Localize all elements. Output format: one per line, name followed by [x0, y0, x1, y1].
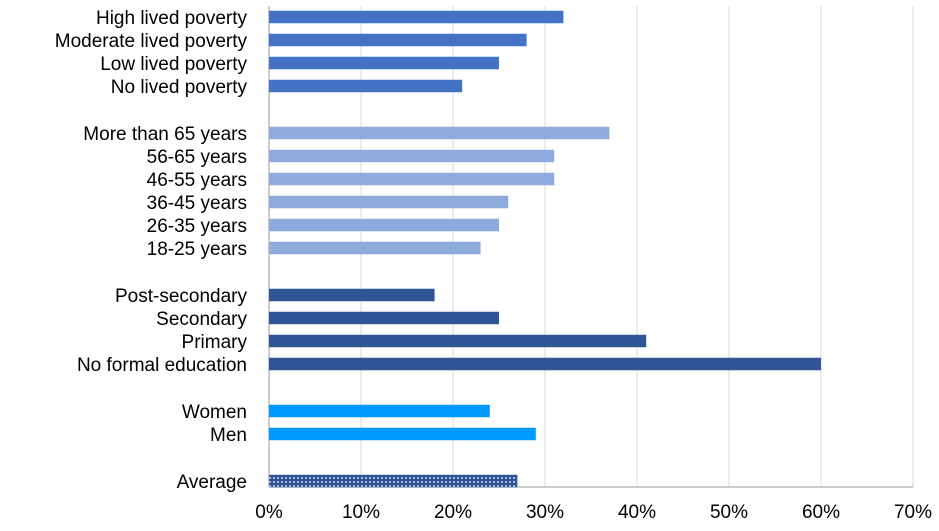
bar-post-secondary — [269, 288, 435, 302]
bar-low-lived-poverty — [269, 56, 499, 70]
x-axis-ticks: 0% 10% 20% 30% 40% 50% 60% 70% — [255, 502, 932, 523]
x-tick-label: 60% — [802, 502, 840, 523]
category-label-moderate-lived-poverty: Moderate lived poverty — [55, 31, 248, 52]
category-label-men: Men — [210, 425, 247, 446]
category-label-no-lived-poverty: No lived poverty — [111, 77, 248, 98]
category-label-18-25-years: 18-25 years — [147, 239, 247, 260]
bar-26-35-years — [269, 218, 499, 232]
category-label-high-lived-poverty: High lived poverty — [96, 8, 248, 29]
bar-no-formal-education — [269, 357, 821, 371]
x-tick-label: 70% — [894, 502, 932, 523]
category-label-women: Women — [182, 402, 247, 423]
x-tick-label: 10% — [342, 502, 380, 523]
category-label-56-65-years: 56-65 years — [147, 147, 247, 168]
category-label-no-formal-education: No formal education — [77, 355, 247, 376]
bar-high-lived-poverty — [269, 10, 564, 24]
bar-18-25-years — [269, 241, 481, 255]
bar-no-lived-poverty — [269, 79, 463, 93]
category-label-average: Average — [177, 472, 247, 493]
x-tick-label: 50% — [710, 502, 748, 523]
x-tick-label: 40% — [618, 502, 656, 523]
bars — [269, 10, 821, 488]
category-label-primary: Primary — [182, 332, 248, 353]
category-label-46-55-years: 46-55 years — [147, 170, 247, 191]
bar-primary — [269, 334, 647, 348]
bar-36-45-years — [269, 195, 509, 209]
bar-men — [269, 427, 536, 441]
x-tick-label: 0% — [255, 502, 283, 523]
category-label-low-lived-poverty: Low lived poverty — [100, 54, 247, 75]
x-tick-label: 30% — [526, 502, 564, 523]
bar-average — [269, 474, 518, 488]
category-label-36-45-years: 36-45 years — [147, 193, 247, 214]
bar-46-55-years — [269, 172, 555, 186]
bar-more-than-65-years — [269, 126, 610, 140]
x-tick-label: 20% — [434, 502, 472, 523]
category-label-26-35-years: 26-35 years — [147, 216, 247, 237]
bar-moderate-lived-poverty — [269, 33, 527, 47]
category-label-secondary: Secondary — [156, 309, 247, 330]
category-label-more-than-65-years: More than 65 years — [83, 124, 247, 145]
bar-women — [269, 404, 490, 418]
bar-56-65-years — [269, 149, 555, 163]
category-label-post-secondary: Post-secondary — [115, 286, 248, 307]
bar-secondary — [269, 311, 499, 325]
